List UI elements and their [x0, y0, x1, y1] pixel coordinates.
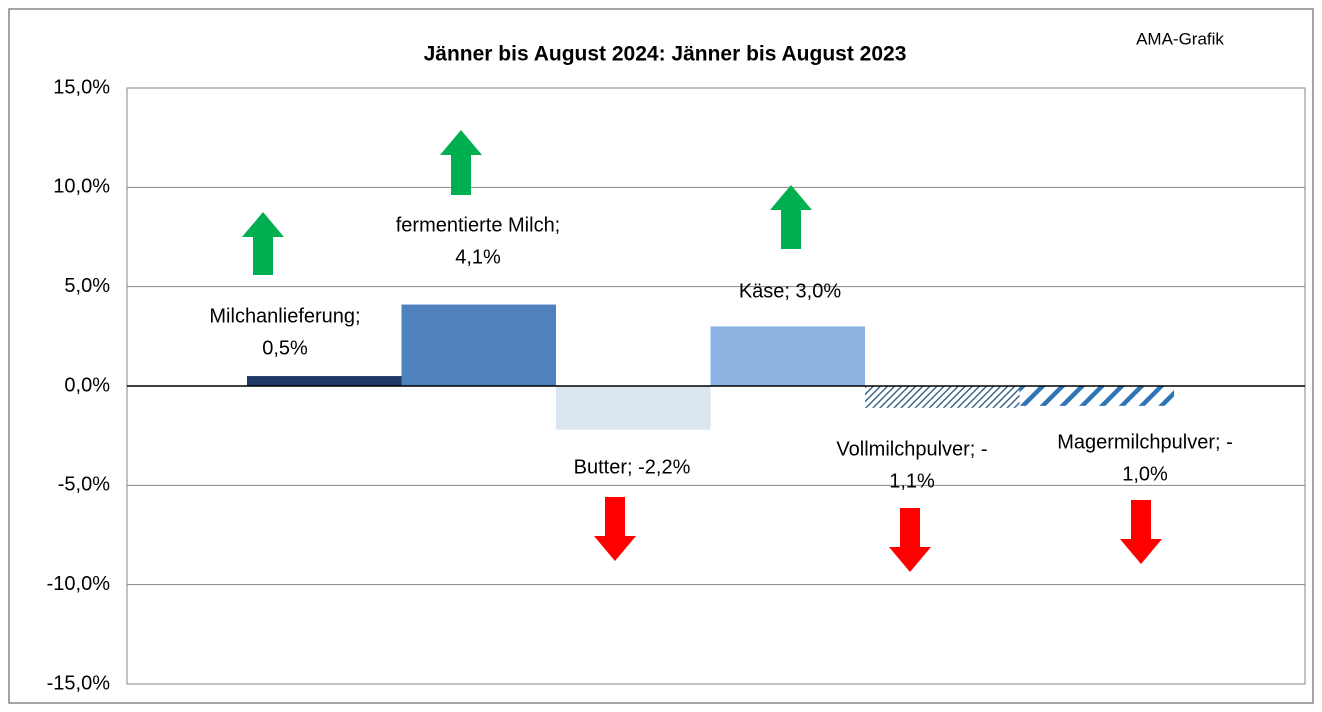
arrow-up: [770, 185, 812, 249]
bar: [710, 326, 865, 386]
y-tick-label: -5,0%: [58, 474, 110, 496]
data-label: Butter; -2,2%: [574, 456, 691, 478]
bar: [247, 376, 402, 386]
bar: [865, 386, 1020, 408]
y-tick-label: 5,0%: [64, 275, 110, 297]
chart-title: Jänner bis August 2024: Jänner bis Augus…: [424, 43, 907, 66]
bar: [401, 304, 556, 386]
bar: [1019, 386, 1174, 406]
arrow-up: [242, 212, 284, 275]
plot-area: -15,0% -10,0% -5,0% 0,0% 5,0% 10,0% 15,0% Milch…: [47, 76, 1306, 694]
annotation: AMA-Grafik: [1136, 29, 1224, 48]
data-label: Milchanlieferung;: [209, 305, 360, 327]
y-tick-label: -15,0%: [47, 672, 111, 694]
y-tick-label: 15,0%: [53, 76, 110, 98]
data-label: Vollmilchpulver; -: [836, 438, 987, 460]
arrow-down: [889, 508, 931, 572]
y-tick-label: -10,0%: [47, 573, 111, 595]
data-label: 4,1%: [455, 246, 501, 268]
arrow-up: [440, 130, 482, 195]
data-label: 0,5%: [262, 337, 308, 359]
data-label: fermentierte Milch;: [396, 214, 561, 236]
data-label: Magermilchpulver; -: [1057, 431, 1233, 453]
arrow-down: [1120, 500, 1162, 564]
data-label: 1,1%: [889, 470, 935, 492]
arrows: [242, 130, 1162, 572]
data-label: 1,0%: [1122, 463, 1168, 485]
bar: [556, 386, 711, 430]
chart-border: [8, 8, 1314, 704]
data-label: Käse; 3,0%: [739, 280, 842, 302]
arrow-down: [594, 497, 636, 561]
y-tick-label: 0,0%: [64, 374, 110, 396]
y-tick-label: 10,0%: [53, 176, 110, 198]
